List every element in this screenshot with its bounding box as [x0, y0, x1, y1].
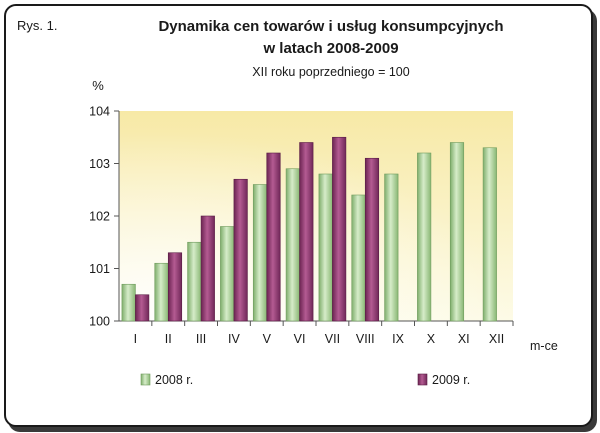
x-tick-label: VII [325, 332, 340, 346]
bar-2008-XII [482, 147, 497, 322]
bar-2009-V [266, 152, 281, 322]
bar-2008-VIII [351, 194, 366, 322]
x-tick-label: X [427, 332, 436, 346]
x-tick-label: IV [228, 332, 240, 346]
chart-subtitle: XII roku poprzedniego = 100 [252, 65, 409, 79]
x-tick-label: V [263, 332, 272, 346]
legend-label-2008: 2008 r. [155, 373, 193, 387]
bar-2008-IX [384, 173, 399, 322]
bar-2008-III [187, 241, 202, 322]
bar-2008-XI [449, 142, 465, 322]
bar-2008-IV [220, 226, 235, 322]
legend-label-2009: 2009 r. [432, 373, 470, 387]
bar-2009-VI [299, 142, 314, 322]
legend: 2008 r. 2009 r. [140, 373, 470, 387]
x-tick-label: I [134, 332, 137, 346]
x-axis-label: m-ce [530, 339, 558, 353]
bar-2008-VI [285, 168, 300, 322]
y-tick-label: 102 [89, 210, 110, 224]
y-axis-label: % [92, 78, 104, 93]
x-tick-label: XI [458, 332, 470, 346]
bar-2008-X [417, 152, 432, 322]
x-tick-label: II [165, 332, 172, 346]
bar-2008-II [154, 262, 169, 322]
bar-2009-III [200, 215, 215, 322]
legend-swatch-2008 [140, 373, 151, 386]
x-tick-label: VIII [356, 332, 375, 346]
x-tick-label: VI [294, 332, 306, 346]
bar-2008-VII [318, 173, 333, 322]
chart-title-line1: Dynamika cen towarów i usług konsumpcyjn… [158, 18, 503, 35]
y-tick-label: 100 [89, 315, 110, 329]
bar-2008-V [252, 184, 268, 322]
plot-glow [119, 111, 513, 321]
figure-label: Rys. 1. [17, 18, 57, 33]
y-tick-label: 104 [89, 105, 110, 119]
bar-2009-VIII [364, 157, 380, 322]
legend-swatch-2009 [417, 373, 428, 386]
y-tick-label: 101 [89, 262, 110, 276]
x-tick-label: XII [489, 332, 504, 346]
y-tick-label: 103 [89, 157, 110, 171]
bar-2009-I [135, 294, 150, 322]
bar-2009-VII [332, 136, 347, 322]
bar-2009-II [167, 252, 183, 322]
x-tick-label: III [196, 332, 206, 346]
bar-2008-I [121, 283, 136, 322]
bar-2009-IV [233, 178, 248, 322]
chart-title-line2: w latach 2008-2009 [262, 40, 398, 57]
x-tick-label: IX [392, 332, 404, 346]
